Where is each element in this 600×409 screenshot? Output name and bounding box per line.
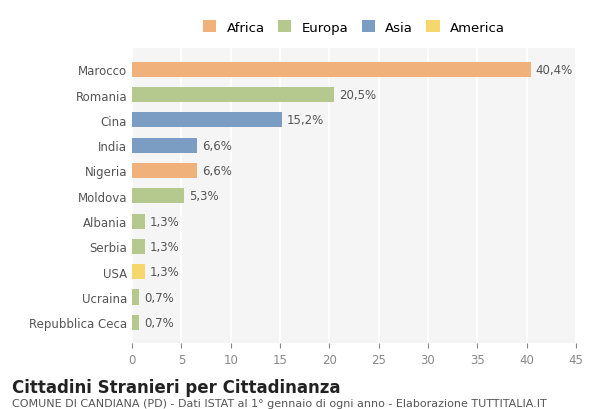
- Text: 1,3%: 1,3%: [150, 215, 179, 228]
- Bar: [132, 88, 334, 103]
- Legend: Africa, Europa, Asia, America: Africa, Europa, Asia, America: [199, 17, 509, 39]
- Bar: [132, 164, 197, 179]
- Text: 0,7%: 0,7%: [144, 316, 173, 329]
- Text: Cittadini Stranieri per Cittadinanza: Cittadini Stranieri per Cittadinanza: [12, 378, 341, 396]
- Text: 20,5%: 20,5%: [339, 89, 376, 102]
- Text: COMUNE DI CANDIANA (PD) - Dati ISTAT al 1° gennaio di ogni anno - Elaborazione T: COMUNE DI CANDIANA (PD) - Dati ISTAT al …: [12, 398, 547, 407]
- Bar: [132, 214, 145, 229]
- Text: 0,7%: 0,7%: [144, 291, 173, 304]
- Text: 6,6%: 6,6%: [202, 139, 232, 152]
- Bar: [132, 63, 530, 78]
- Bar: [132, 239, 145, 254]
- Text: 1,3%: 1,3%: [150, 265, 179, 279]
- Text: 6,6%: 6,6%: [202, 164, 232, 178]
- Text: 1,3%: 1,3%: [150, 240, 179, 253]
- Bar: [132, 315, 139, 330]
- Bar: [132, 138, 197, 153]
- Bar: [132, 265, 145, 280]
- Bar: [132, 189, 184, 204]
- Text: 15,2%: 15,2%: [287, 114, 324, 127]
- Bar: [132, 290, 139, 305]
- Bar: [132, 113, 282, 128]
- Text: 40,4%: 40,4%: [536, 63, 573, 76]
- Text: 5,3%: 5,3%: [189, 190, 219, 203]
